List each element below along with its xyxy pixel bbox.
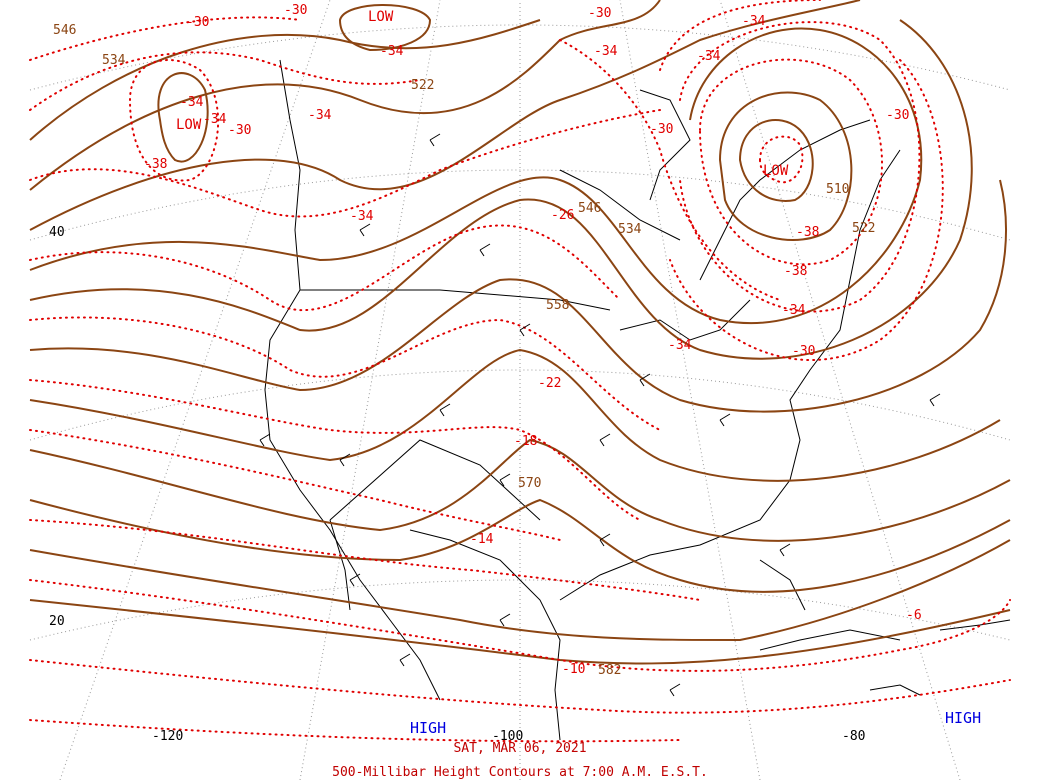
- height-label: 510: [826, 182, 849, 197]
- pressure-centers: LOW LOW LOW HIGH HIGH: [176, 9, 981, 737]
- temp-label: -22: [538, 376, 561, 391]
- temp-label: -30: [886, 108, 909, 123]
- low-center-label: LOW: [368, 9, 394, 25]
- lat-label-20: 20: [49, 614, 65, 629]
- temp-label: -30: [186, 15, 209, 30]
- map-caption: 500-Millibar Height Contours at 7:00 A.M…: [332, 765, 708, 780]
- temp-label: -26: [551, 208, 574, 223]
- temp-label: -30: [284, 3, 307, 18]
- low-center-label: LOW: [176, 117, 202, 133]
- grid-labels: 40 20 -120 -100 -80: [49, 225, 865, 744]
- temp-label: -34: [308, 108, 332, 123]
- height-label: 522: [411, 78, 434, 93]
- height-label: 558: [546, 298, 569, 313]
- temp-label: -30: [588, 6, 611, 21]
- temp-label: -34: [180, 95, 204, 110]
- isotherms: [29, 0, 1011, 743]
- temp-label: -30: [792, 344, 815, 359]
- temp-label: -30: [650, 122, 673, 137]
- temp-label: -10: [562, 662, 585, 677]
- lon-label-80: -80: [842, 729, 865, 744]
- temp-label: -38: [784, 264, 807, 279]
- high-center-label: HIGH: [945, 709, 981, 727]
- temp-label: -14: [470, 532, 494, 547]
- height-labels: 546 534 522 546 534 558 570 582 510 522: [53, 23, 875, 678]
- low-center-label: LOW: [763, 163, 789, 179]
- temp-label: -34: [594, 44, 618, 59]
- temp-label: -34: [668, 338, 692, 353]
- coastlines: [264, 59, 1011, 741]
- temp-label: -34: [697, 49, 721, 64]
- height-label: 546: [578, 201, 601, 216]
- temperature-labels: -30 -34 -30 -34 -34 -30 -34 -34 -30 -38 …: [144, 3, 922, 677]
- temp-label: -38: [144, 157, 167, 172]
- temp-label: -38: [796, 225, 819, 240]
- lon-label-100: -100: [492, 729, 523, 744]
- map-date: SAT, MAR 06, 2021: [453, 741, 587, 756]
- height-label: 534: [102, 53, 126, 68]
- temp-label: -30: [228, 123, 251, 138]
- wind-barbs: [259, 133, 941, 697]
- height-label: 582: [598, 663, 621, 678]
- temp-label: -6: [906, 608, 922, 623]
- temp-label: -34: [380, 44, 404, 59]
- graticule: [29, 0, 1011, 780]
- lon-label-120: -120: [152, 729, 183, 744]
- height-label: 546: [53, 23, 76, 38]
- height-label: 522: [852, 221, 875, 236]
- height-label: 534: [618, 222, 642, 237]
- lat-label-40: 40: [49, 225, 65, 240]
- height-label: 570: [518, 476, 541, 491]
- high-center-label: HIGH: [410, 719, 446, 737]
- temp-label: -34: [782, 303, 806, 318]
- temp-label: -34: [203, 112, 227, 127]
- temp-label: -34: [350, 209, 374, 224]
- temp-label: -18: [514, 434, 537, 449]
- temp-label: -34: [742, 14, 766, 29]
